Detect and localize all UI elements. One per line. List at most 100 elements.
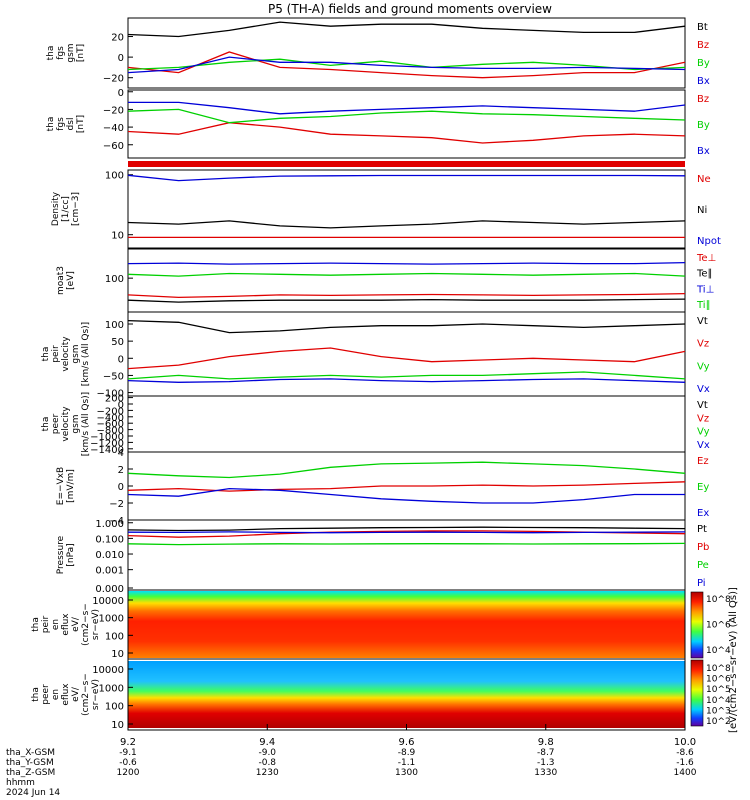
x-tick-label: 9.2 — [120, 737, 136, 748]
fgs-dsl-series-by — [127, 108, 686, 124]
temperature-legend-item: Ti⊥ — [696, 284, 714, 295]
peer-velocity-ytick-label: −800 — [97, 426, 124, 437]
peir-eflux-image — [128, 591, 685, 658]
fgs-dsl-ytick-label: −60 — [103, 141, 124, 152]
peer-eflux-axis-label: sr−eV) — [91, 679, 101, 710]
fgs-dsl-legend-item: By — [697, 120, 710, 131]
fgs-ytick-label: 20 — [111, 33, 124, 44]
peir-velocity-axis-label: gsm — [71, 344, 81, 363]
fgs-frame — [127, 17, 686, 89]
pressure-ytick-label: 1.000 — [95, 519, 124, 530]
fgs-series-bt — [127, 21, 686, 38]
peer-velocity-ytick-label: −200 — [97, 406, 124, 417]
density-legend-item: Npot — [697, 236, 721, 247]
peer-velocity-legend-item: Vy — [697, 427, 710, 438]
pressure-legend-item: Pb — [697, 542, 709, 553]
peer-velocity-ytick-label: −1400 — [90, 445, 124, 456]
temperature-series-te∥ — [127, 298, 686, 303]
peer-velocity-ytick-label: 0 — [118, 400, 124, 411]
peir-eflux-colorbar-tick: 10^4 — [706, 646, 731, 656]
fgs-dsl-axis-label: fgs — [56, 117, 66, 131]
peer-eflux-colorbar-tick: 10^2 — [706, 717, 731, 727]
peir-velocity-series-vx — [127, 378, 686, 383]
temperature-legend-item: Te⊥ — [696, 253, 716, 264]
ephemeris-value: -0.6 — [119, 758, 137, 768]
temperature-axis-label: moat3 — [56, 266, 66, 295]
peir-velocity-ytick-label: 50 — [111, 337, 124, 348]
peer-eflux-axis-label: peer — [41, 684, 51, 705]
ephemeris-label: tha_Z-GSM — [6, 768, 55, 778]
pressure-legend-item: Pi — [697, 578, 706, 589]
peer-velocity-axis-label: peer — [51, 413, 61, 434]
pressure-axis-label: [nPa] — [66, 543, 76, 566]
fgs-dsl-axis-label: dsl — [66, 118, 76, 131]
e-field-series-ez — [127, 481, 686, 492]
density-axis-label: [1/cc] — [61, 196, 71, 222]
fgs-series-by — [127, 58, 686, 71]
fgs-legend-item: By — [697, 58, 710, 69]
ephemeris-value: -0.8 — [258, 758, 276, 768]
peir-velocity-ytick-label: 0 — [118, 354, 124, 365]
fgs-dsl-axis-label: [nT] — [76, 115, 86, 133]
peir-eflux-axis-label: tha — [31, 617, 41, 632]
peer-velocity-ytick-label: 200 — [105, 394, 124, 405]
peer-eflux-axis-label: en — [51, 689, 61, 700]
fgs-dsl-axis-label: tha — [46, 117, 56, 132]
peer-eflux-image — [128, 661, 685, 728]
peer-velocity-axis-label: [km/s (All Qs)] — [81, 392, 91, 456]
peir-velocity-axis-label: peir — [51, 345, 61, 363]
peer-eflux-ytick-label: 10 — [111, 720, 124, 731]
peer-velocity-ytick-label: −600 — [97, 419, 124, 430]
fgs-axis-label: tha — [46, 46, 56, 61]
density-ytick-label: 100 — [105, 171, 124, 182]
fgs-legend-item: Bz — [697, 40, 709, 51]
peer-eflux-colorbar-tick: 10^5 — [706, 685, 731, 695]
peir-velocity-axis-label: tha — [41, 347, 51, 362]
peer-velocity-legend-item: Vx — [697, 440, 710, 451]
peir-velocity-ytick-label: −100 — [97, 389, 124, 400]
peir-eflux-axis-label: (cm2−s− — [81, 603, 91, 646]
fgs-dsl-legend-item: Bx — [697, 146, 710, 157]
peer-eflux-colorbar-tick: 10^6 — [706, 675, 731, 685]
peir-velocity-axis-label: [km/s (All Qs)] — [81, 322, 91, 386]
peir-velocity-series-vt — [127, 319, 686, 334]
e-field-series-ex — [127, 487, 685, 504]
ephemeris-value: -1.3 — [537, 758, 555, 768]
peir-velocity-ytick-label: 100 — [105, 320, 124, 331]
peer-eflux-axis-label: eV/ — [71, 686, 81, 702]
peer-eflux-colorbar-tick: 10^8 — [706, 664, 731, 674]
peer-velocity-axis-label: gsm — [71, 414, 81, 433]
ephemeris-value: -9.1 — [119, 748, 137, 758]
density-legend-item: Ni — [697, 205, 707, 216]
peir-eflux-ytick-label: 10000 — [92, 596, 124, 607]
peir-eflux-axis-label: peir — [41, 615, 51, 633]
peir-velocity-legend-item: Vt — [697, 316, 708, 327]
temperature-axis-label: [eV] — [66, 271, 76, 290]
peir-eflux-colorbar-tick: 10^8 — [706, 595, 731, 605]
peer-eflux-ytick-label: 1000 — [99, 683, 124, 694]
ephemeris-label: tha_Y-GSM — [6, 758, 54, 768]
peer-eflux-ytick-label: 10000 — [92, 665, 124, 676]
ephemeris-value: -1.6 — [676, 758, 694, 768]
pressure-legend-item: Pt — [697, 524, 707, 535]
x-tick-label: 9.6 — [399, 737, 415, 748]
peir-eflux-ytick-label: 100 — [105, 631, 124, 642]
ephemeris-value: 1330 — [534, 768, 557, 778]
peer-eflux-axis-label: eflux — [61, 683, 71, 706]
density-frame — [127, 169, 686, 249]
peir-eflux-colorbar-tick: 10^6 — [706, 621, 731, 631]
ephemeris-value: -8.6 — [676, 748, 694, 758]
fgs-dsl-legend-item: Bz — [697, 94, 709, 105]
peer-eflux-ytick-label: 100 — [105, 702, 124, 713]
temperature-series-ti⊥ — [127, 261, 686, 265]
fgs-dsl-ytick-label: −40 — [103, 123, 124, 134]
ephemeris-value: -8.7 — [537, 748, 555, 758]
peer-velocity-axis-label: tha — [41, 417, 51, 432]
temperature-frame — [127, 248, 686, 313]
pressure-series-pe — [127, 542, 686, 546]
peer-eflux-colorbar-tick: 10^3 — [706, 706, 731, 716]
peir-velocity-legend-item: Vz — [697, 339, 709, 350]
date-label: 2024 Jun 14 — [6, 788, 60, 798]
peer-velocity-frame — [127, 395, 686, 453]
